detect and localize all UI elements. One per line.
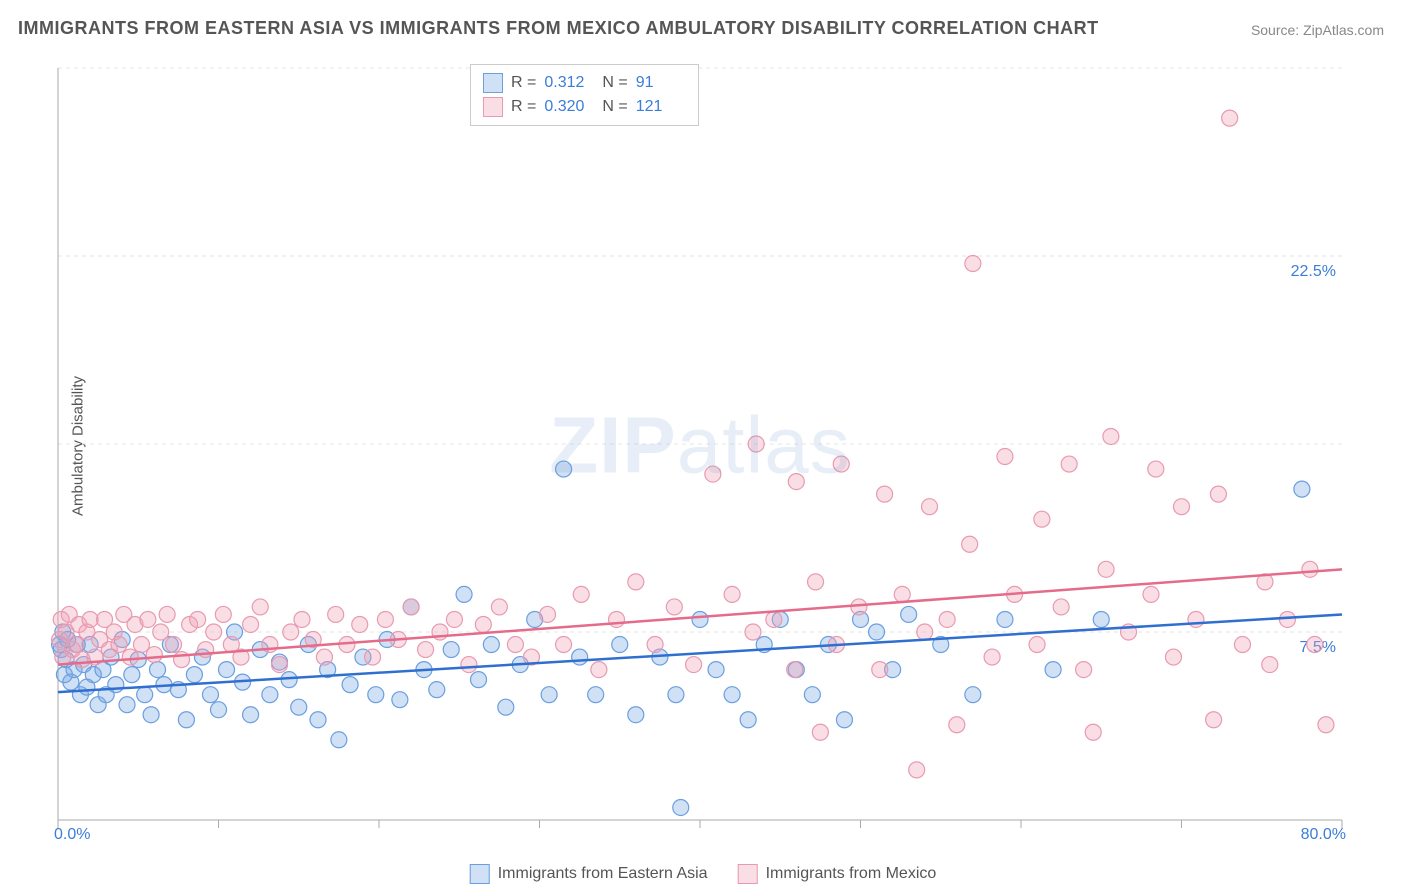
stats-legend: R = 0.312 N = 91 R = 0.320 N = 121 [470, 64, 699, 126]
n-value-mexico: 121 [636, 95, 686, 119]
source-attribution: Source: ZipAtlas.com [1251, 22, 1384, 38]
x-max-label: 80.0% [1301, 826, 1346, 844]
r-value-asia: 0.312 [544, 71, 594, 95]
legend-item-mexico: Immigrants from Mexico [738, 864, 937, 884]
r-label: R = [511, 71, 536, 95]
swatch-asia [483, 73, 503, 93]
swatch-mexico [483, 97, 503, 117]
footer-legend: Immigrants from Eastern Asia Immigrants … [470, 864, 937, 884]
stats-row-asia: R = 0.312 N = 91 [483, 71, 686, 95]
swatch-mexico-footer [738, 864, 758, 884]
r-label: R = [511, 95, 536, 119]
n-value-asia: 91 [636, 71, 686, 95]
swatch-asia-footer [470, 864, 490, 884]
source-label: Source: [1251, 22, 1303, 38]
legend-label-asia: Immigrants from Eastern Asia [498, 865, 708, 883]
n-label: N = [602, 95, 627, 119]
legend-item-asia: Immigrants from Eastern Asia [470, 864, 708, 884]
chart-title: IMMIGRANTS FROM EASTERN ASIA VS IMMIGRAN… [18, 18, 1099, 39]
x-min-label: 0.0% [54, 826, 90, 844]
stats-row-mexico: R = 0.320 N = 121 [483, 95, 686, 119]
legend-label-mexico: Immigrants from Mexico [766, 865, 937, 883]
scatter-chart: 7.5%22.5% ZIPatlas R = 0.312 N = 91 R = … [50, 60, 1350, 840]
n-label: N = [602, 71, 627, 95]
chart-svg: 7.5%22.5% [50, 60, 1350, 840]
svg-text:22.5%: 22.5% [1291, 263, 1336, 280]
r-value-mexico: 0.320 [544, 95, 594, 119]
source-link[interactable]: ZipAtlas.com [1303, 22, 1384, 38]
